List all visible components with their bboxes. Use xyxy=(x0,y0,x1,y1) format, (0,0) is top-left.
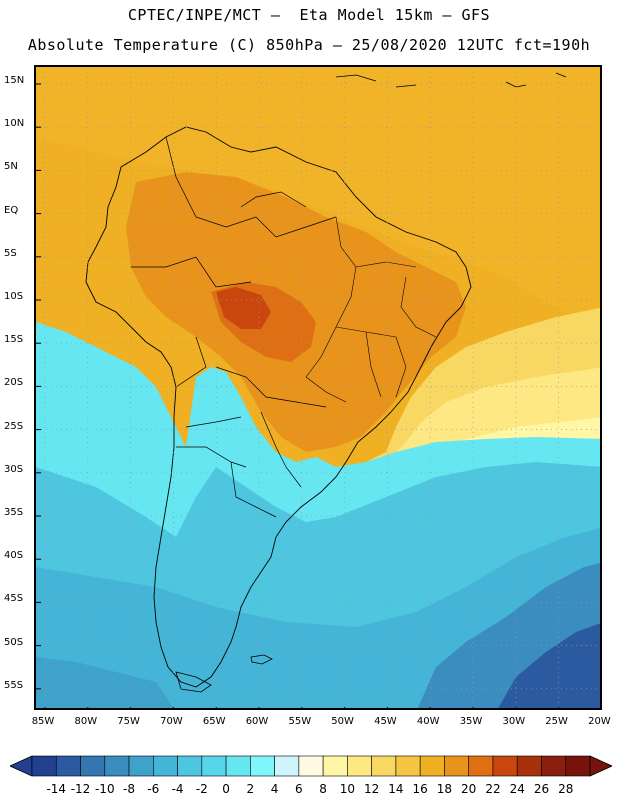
colorbar-tick-label: 26 xyxy=(533,782,550,796)
lon-tick-label: 45W xyxy=(374,716,397,727)
colorbar-tick-label: 4 xyxy=(270,782,279,796)
continent-hottest-core xyxy=(216,287,271,329)
map-gridlines xyxy=(36,67,600,708)
lon-tick-label: 60W xyxy=(245,716,269,727)
title-line-2: Absolute Temperature (C) 850hPa – 25/08/… xyxy=(27,36,591,54)
title-line-1: CPTEC/INPE/MCT – Eta Model 15km – GFS xyxy=(127,6,491,24)
colorbar-tick-label: -6 xyxy=(147,782,160,796)
colorbar-tick-label: 8 xyxy=(319,782,327,796)
temperature-map[interactable] xyxy=(36,67,602,710)
lon-tick-label: 75W xyxy=(117,716,140,727)
colorbar-cell xyxy=(468,755,494,777)
colorbar-cell xyxy=(541,755,567,777)
lat-tick-label: 15S xyxy=(4,334,24,346)
lat-tick-label: 5N xyxy=(4,161,18,173)
lat-tick-label: 10S xyxy=(4,291,24,302)
colorbar-tick-label: -2 xyxy=(195,782,208,796)
colorbar-cell xyxy=(31,755,57,777)
colorbar-cell xyxy=(274,755,300,777)
lat-tick-label: 15N xyxy=(4,75,25,86)
lon-tick-label: 65W xyxy=(202,716,226,727)
colorbar-cell xyxy=(492,755,518,777)
colorbar-tick-label: 18 xyxy=(436,782,453,796)
southwest-cold-patch xyxy=(36,657,174,708)
colorbar-cell xyxy=(201,755,227,777)
colorbar-tick-label: 14 xyxy=(388,782,404,796)
lat-tick-label: EQ xyxy=(4,204,19,216)
colorbar xyxy=(10,755,612,777)
lat-tick-label: 5S xyxy=(4,247,17,259)
lat-tick-label: 40S xyxy=(4,550,24,562)
lon-tick-label: 70W xyxy=(160,716,183,727)
lat-tick-label: 55S xyxy=(4,679,24,691)
colorbar-tick-label: 2 xyxy=(246,782,255,796)
lon-tick-label: 20W xyxy=(588,716,611,727)
lat-tick-label: 30S xyxy=(4,463,24,475)
falkland-islands xyxy=(250,654,273,665)
lon-tick-label: 85W xyxy=(31,716,55,727)
colorbar-tick-label: -14 xyxy=(46,782,67,796)
colorbar-tick-label: 20 xyxy=(461,782,477,796)
colorbar-cell xyxy=(298,755,324,777)
colorbar-tick-label: -8 xyxy=(123,782,136,796)
state-borders xyxy=(305,216,437,403)
colorbar-low-arrow xyxy=(10,755,33,777)
map-frame[interactable] xyxy=(34,65,602,710)
lat-tick-label: 10N xyxy=(4,118,25,130)
colorbar-tick-label: 12 xyxy=(364,782,380,796)
lat-tick-label: 25S xyxy=(4,420,24,432)
lat-tick-label: 50S xyxy=(4,636,24,648)
colorbar-tick-label: -4 xyxy=(171,782,184,796)
colorbar-cell xyxy=(225,755,251,777)
lon-tick-label: 55W xyxy=(288,716,312,727)
colorbar-tick-label: 24 xyxy=(509,782,525,796)
colorbar-cell xyxy=(347,755,372,777)
colorbar-tick-label: 22 xyxy=(485,782,501,796)
deepest-cold-region xyxy=(498,623,600,708)
lat-tick-label: 45S xyxy=(4,593,24,605)
colorbar-cell xyxy=(177,755,203,777)
lat-tick-label: 35S xyxy=(4,507,24,518)
colorbar-cell xyxy=(419,755,445,777)
colorbar-tick-label: 10 xyxy=(339,782,356,796)
lon-tick-label: 40W xyxy=(416,716,440,727)
south-america-coastline xyxy=(85,126,472,688)
colorbar-cell xyxy=(55,755,81,777)
colorbar-tick-label: 16 xyxy=(412,782,428,796)
colorbar-cell xyxy=(128,755,154,777)
colorbar-tick-label: -12 xyxy=(70,782,91,796)
colorbar-cell xyxy=(565,755,591,777)
caribbean-islands xyxy=(335,72,567,88)
colorbar-tick-label: 0 xyxy=(222,782,230,796)
lon-tick-label: 35W xyxy=(459,716,483,727)
colorbar-cell xyxy=(322,755,348,777)
colorbar-cell xyxy=(104,755,130,777)
colorbar-cell xyxy=(153,755,178,777)
colorbar-high-arrow xyxy=(589,755,612,777)
lon-tick-label: 80W xyxy=(74,716,98,727)
lat-tick-label: 20S xyxy=(4,377,24,389)
colorbar-cell xyxy=(516,755,542,777)
lon-tick-label: 25W xyxy=(545,716,568,727)
colorbar-tick-label: 28 xyxy=(558,782,574,796)
colorbar-tick-label: -10 xyxy=(94,782,115,796)
colorbar-cell xyxy=(395,755,421,777)
colorbar-cell xyxy=(444,755,469,777)
colorbar-cell xyxy=(371,755,397,777)
colorbar-cell xyxy=(80,755,106,777)
lon-tick-label: 30W xyxy=(502,716,526,727)
colorbar-cell xyxy=(250,755,275,777)
colorbar-tick-label: 6 xyxy=(295,782,303,796)
lon-tick-label: 50W xyxy=(331,716,354,727)
